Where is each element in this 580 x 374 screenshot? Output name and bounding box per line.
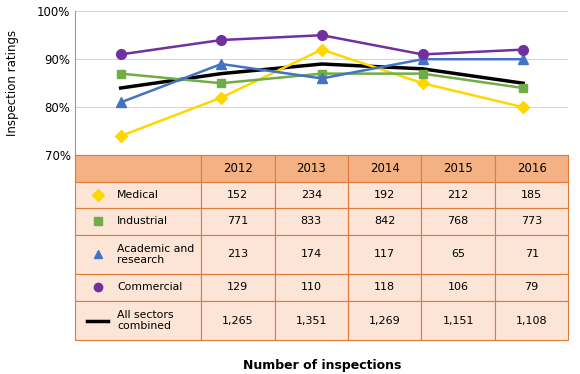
Text: 212: 212: [448, 190, 469, 200]
Text: 152: 152: [227, 190, 248, 200]
Bar: [201, 155, 274, 182]
Text: 118: 118: [374, 282, 396, 292]
Text: 2012: 2012: [223, 162, 253, 175]
Text: Number of inspections: Number of inspections: [242, 359, 401, 372]
Text: Medical: Medical: [117, 190, 159, 200]
Bar: [495, 234, 568, 274]
Text: 2013: 2013: [296, 162, 326, 175]
Y-axis label: Inspection ratings: Inspection ratings: [6, 30, 19, 136]
Bar: [495, 301, 568, 340]
Text: 771: 771: [227, 216, 248, 226]
Text: 833: 833: [301, 216, 322, 226]
Text: 1,351: 1,351: [296, 316, 327, 325]
Text: 79: 79: [524, 282, 539, 292]
Bar: [495, 274, 568, 301]
Text: 1,108: 1,108: [516, 316, 548, 325]
Bar: [201, 274, 274, 301]
Text: 65: 65: [451, 249, 465, 260]
Bar: [274, 234, 348, 274]
Bar: [201, 234, 274, 274]
Bar: [495, 182, 568, 208]
Text: 129: 129: [227, 282, 248, 292]
Text: 110: 110: [301, 282, 322, 292]
Bar: [75, 234, 201, 274]
Bar: [75, 274, 201, 301]
Bar: [274, 208, 348, 234]
Text: 1,269: 1,269: [369, 316, 401, 325]
Bar: [75, 155, 201, 182]
Text: 174: 174: [300, 249, 322, 260]
Bar: [422, 301, 495, 340]
Bar: [201, 301, 274, 340]
Text: Industrial: Industrial: [117, 216, 168, 226]
Bar: [274, 301, 348, 340]
Text: 2015: 2015: [443, 162, 473, 175]
Text: 213: 213: [227, 249, 248, 260]
Bar: [422, 208, 495, 234]
Text: Academic and
research: Academic and research: [117, 243, 194, 265]
Text: 2014: 2014: [370, 162, 400, 175]
Bar: [348, 182, 422, 208]
Bar: [75, 182, 201, 208]
Bar: [274, 155, 348, 182]
Bar: [75, 301, 201, 340]
Bar: [495, 208, 568, 234]
Text: 234: 234: [300, 190, 322, 200]
Bar: [495, 155, 568, 182]
Text: 1,265: 1,265: [222, 316, 253, 325]
Bar: [348, 301, 422, 340]
Text: 2016: 2016: [517, 162, 546, 175]
Bar: [348, 155, 422, 182]
Text: 773: 773: [521, 216, 542, 226]
Text: 71: 71: [524, 249, 539, 260]
Bar: [274, 182, 348, 208]
Bar: [422, 274, 495, 301]
Bar: [274, 274, 348, 301]
Text: 185: 185: [521, 190, 542, 200]
Text: 106: 106: [448, 282, 469, 292]
Text: Commercial: Commercial: [117, 282, 183, 292]
Text: 1,151: 1,151: [443, 316, 474, 325]
Bar: [75, 208, 201, 234]
Text: 842: 842: [374, 216, 396, 226]
Bar: [422, 155, 495, 182]
Bar: [348, 274, 422, 301]
Text: 117: 117: [374, 249, 396, 260]
Bar: [201, 182, 274, 208]
Text: 192: 192: [374, 190, 396, 200]
Bar: [348, 234, 422, 274]
Bar: [348, 208, 422, 234]
Text: All sectors
combined: All sectors combined: [117, 310, 174, 331]
Bar: [422, 182, 495, 208]
Bar: [422, 234, 495, 274]
Bar: [201, 208, 274, 234]
Text: 768: 768: [448, 216, 469, 226]
